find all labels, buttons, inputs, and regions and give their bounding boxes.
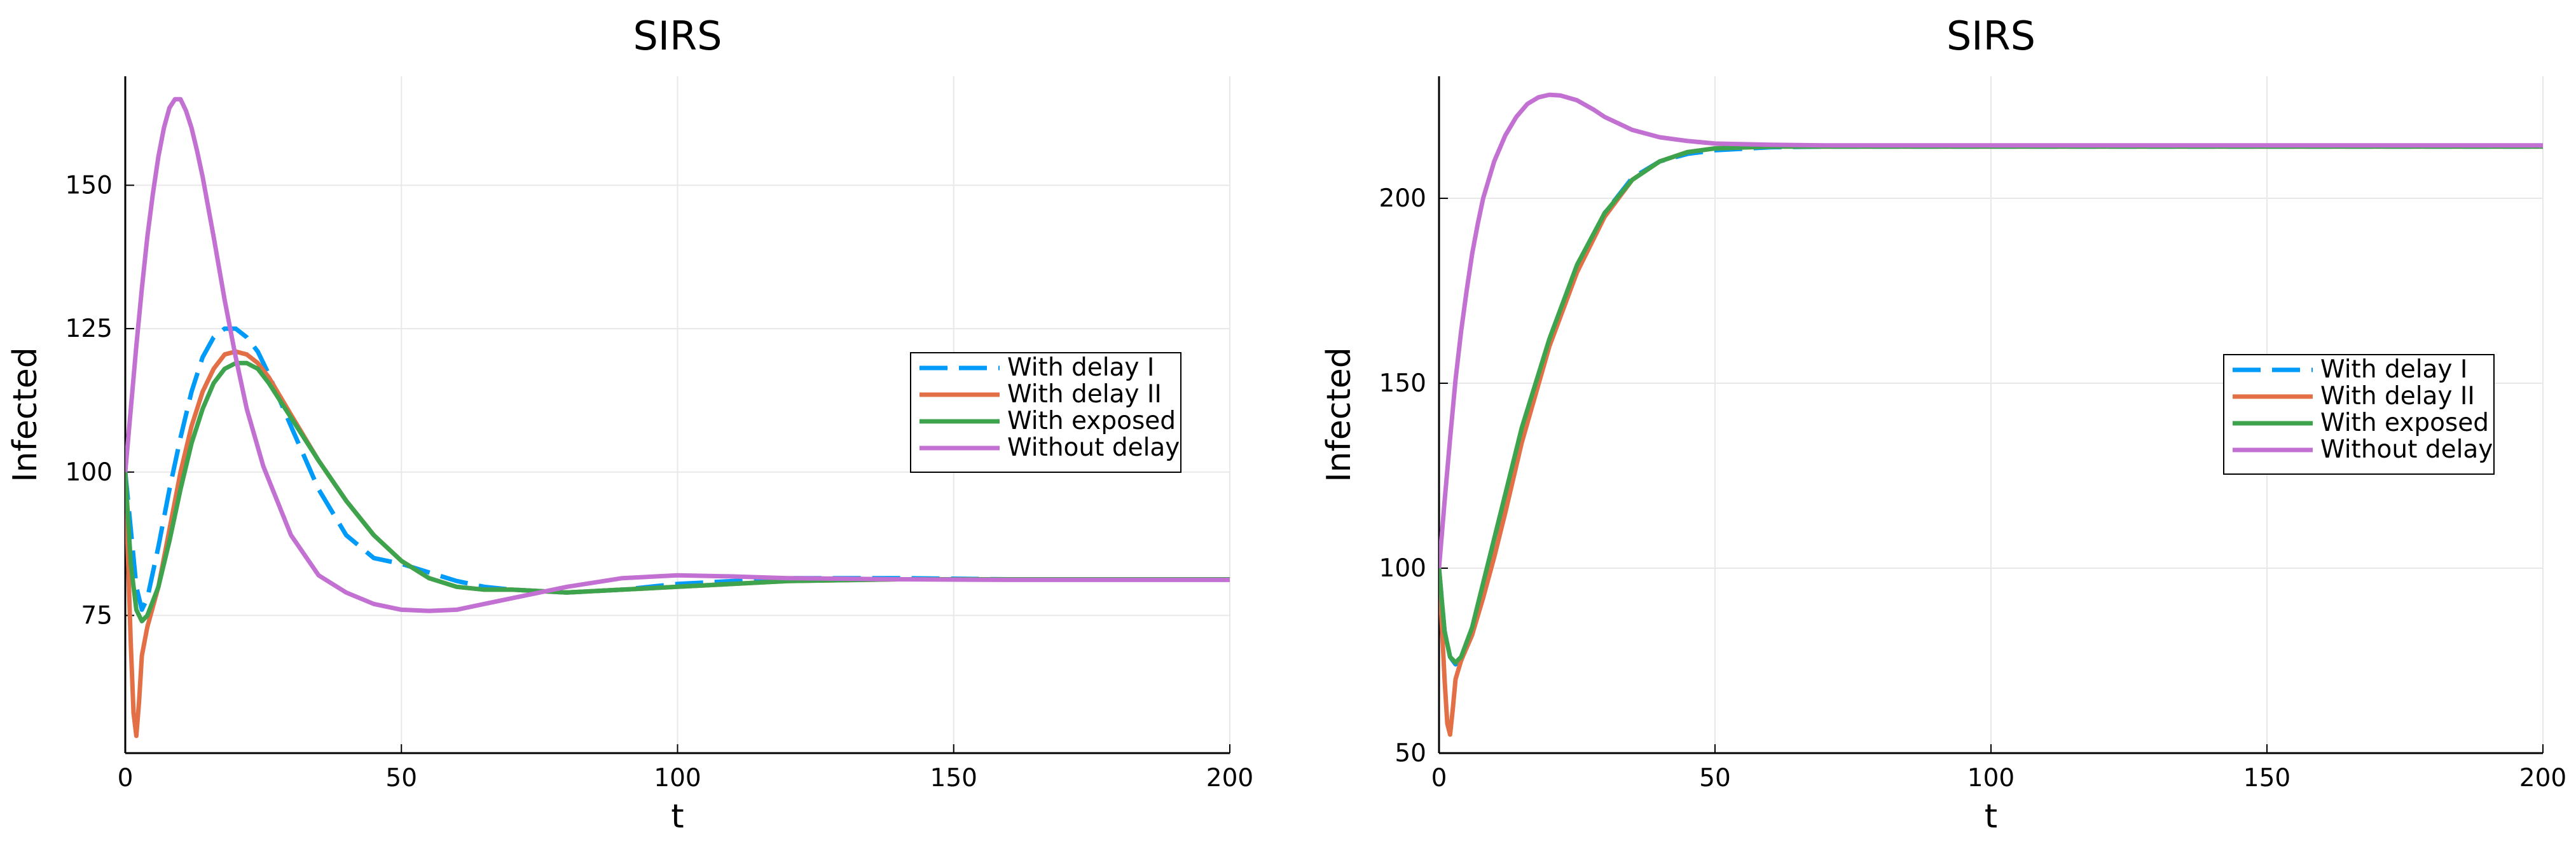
x-axis-label: t xyxy=(1985,798,1997,836)
x-tick-label: 150 xyxy=(2243,764,2290,793)
chart-left: 0 50 100 150 200 75 100 125 150 SIRS t Infected With… xyxy=(6,13,1253,836)
x-tick-label: 200 xyxy=(1206,764,1253,793)
x-axis-label: t xyxy=(671,798,684,836)
y-tick-label: 50 xyxy=(1395,739,1426,768)
x-tick-label: 0 xyxy=(118,764,134,793)
legend-label: Without delay xyxy=(2320,435,2493,464)
series-group xyxy=(125,97,1230,738)
legend-label: With exposed xyxy=(1007,407,1176,435)
x-tick-label: 50 xyxy=(1699,764,1731,793)
y-tick-label: 150 xyxy=(65,171,113,200)
x-tick-label: 100 xyxy=(1967,764,2015,793)
series-line-without-delay xyxy=(125,97,1230,613)
legend-label: With delay I xyxy=(2320,355,2467,384)
x-tick-label: 150 xyxy=(930,764,977,793)
x-tick-label: 200 xyxy=(2519,764,2566,793)
legend-label: Without delay xyxy=(1007,433,1180,462)
y-tick-label: 150 xyxy=(1379,369,1426,398)
series-line-without-delay xyxy=(1439,92,2543,569)
chart-title: SIRS xyxy=(1946,13,2035,59)
y-tick-label: 75 xyxy=(81,601,113,630)
legend-label: With exposed xyxy=(2320,409,2489,437)
x-tick-label: 0 xyxy=(1431,764,1447,793)
legend-box xyxy=(910,352,1181,473)
y-tick-label: 100 xyxy=(65,458,113,487)
x-tick-label: 100 xyxy=(654,764,701,793)
y-tick-label: 100 xyxy=(1379,554,1426,583)
y-tick-label: 200 xyxy=(1379,184,1426,213)
legend-box xyxy=(2223,354,2495,475)
legend-label: With delay I xyxy=(1007,353,1154,382)
y-axis-label: Infected xyxy=(6,347,45,482)
y-tick-label: 125 xyxy=(65,315,113,343)
chart-title: SIRS xyxy=(633,13,722,59)
legend-label: With delay II xyxy=(1007,380,1162,409)
y-axis-label: Infected xyxy=(1320,347,1358,482)
series-group xyxy=(1439,92,2543,737)
legend-label: With delay II xyxy=(2320,382,2475,411)
x-tick-label: 50 xyxy=(385,764,417,793)
series-line-with-exposed xyxy=(125,360,1230,623)
